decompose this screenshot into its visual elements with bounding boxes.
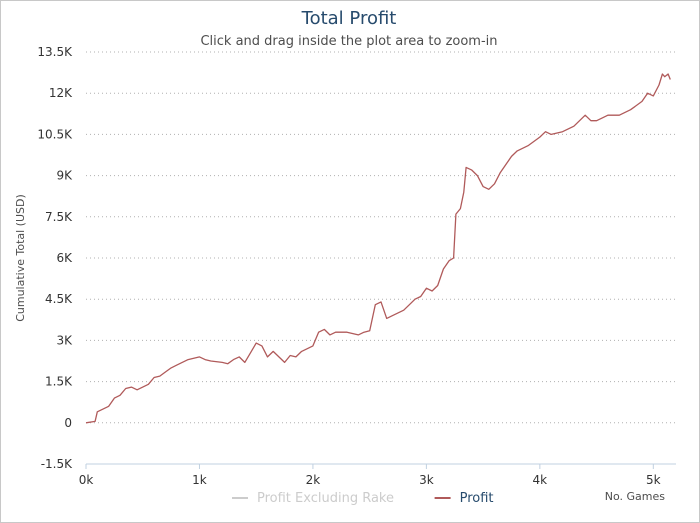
y-tick-label: 6K bbox=[56, 251, 73, 265]
x-tick-label: 0k bbox=[79, 473, 94, 487]
y-tick-label: -1.5K bbox=[41, 457, 73, 471]
y-tick-label: 3K bbox=[56, 333, 73, 347]
y-tick-label: 7.5K bbox=[45, 210, 73, 224]
series-group[interactable] bbox=[85, 73, 671, 424]
y-tick-label: 10.5K bbox=[37, 127, 73, 141]
grid-lines bbox=[86, 51, 676, 424]
legend-item-1[interactable]: Profit bbox=[434, 491, 494, 506]
y-axis-label: Cumulative Total (USD) bbox=[14, 194, 27, 322]
y-tick-label: 9K bbox=[56, 169, 73, 183]
legend-label: Profit Excluding Rake bbox=[257, 491, 394, 506]
y-tick-label: 1.5K bbox=[45, 375, 73, 389]
x-tick-label: 5k bbox=[646, 473, 661, 487]
legend-label: Profit bbox=[460, 491, 494, 506]
y-tick-label: 0 bbox=[64, 416, 72, 430]
chart-title: Total Profit bbox=[301, 8, 397, 29]
y-axis-ticks: -1.5K 0 1.5K 3K 4.5K 6K 7.5K 9K 10.5K 12K 13.5K bbox=[37, 45, 73, 471]
x-axis-ticks: 0k 1k 2k 3k 4k 5k bbox=[79, 464, 661, 487]
y-tick-label: 13.5K bbox=[37, 45, 73, 59]
chart-subtitle: Click and drag inside the plot area to z… bbox=[200, 34, 498, 49]
x-tick-label: 1k bbox=[192, 473, 207, 487]
legend[interactable]: Profit Excluding Rake Profit bbox=[232, 491, 494, 506]
y-tick-label: 12K bbox=[49, 86, 73, 100]
y-tick-label: 4.5K bbox=[45, 292, 73, 306]
legend-item-0[interactable]: Profit Excluding Rake bbox=[232, 491, 394, 506]
series-line-1[interactable] bbox=[85, 73, 671, 424]
x-tick-label: 3k bbox=[419, 473, 434, 487]
x-axis-label: No. Games bbox=[605, 490, 666, 503]
x-tick-label: 2k bbox=[306, 473, 321, 487]
x-tick-label: 4k bbox=[533, 473, 548, 487]
